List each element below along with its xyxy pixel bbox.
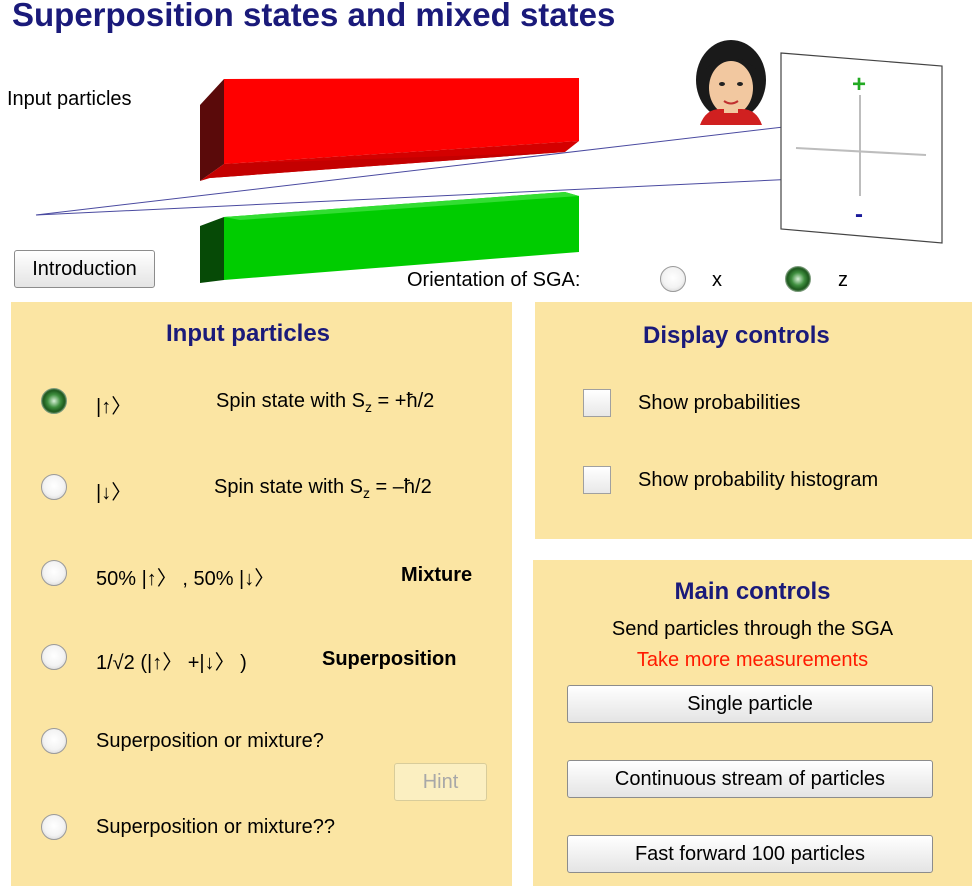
single-particle-button[interactable]: Single particle (567, 685, 933, 723)
mystery-state-2-radio[interactable] (41, 814, 67, 840)
show-probabilities-checkbox[interactable] (583, 389, 611, 417)
orientation-z-radio[interactable] (785, 266, 811, 292)
sga-apparatus-scene: + - (35, 40, 943, 283)
magnet-south (200, 192, 579, 283)
beam-path-upper (35, 117, 861, 216)
display-panel-title: Display controls (643, 322, 830, 349)
show-probabilities-label: Show probabilities (638, 392, 801, 414)
superposition-radio[interactable] (41, 644, 67, 670)
orientation-x-radio[interactable] (660, 266, 686, 292)
detector-screen: + - (780, 52, 943, 244)
mixture-text: 50% |↑〉 , 50% |↓〉 (96, 568, 275, 590)
hint-button[interactable]: Hint (394, 763, 487, 801)
input-panel-title: Input particles (166, 320, 331, 347)
spin-down-description: Spin state with Sz = –ħ/2 (214, 476, 432, 501)
main-controls-panel: Main controls Send particles through the… (533, 560, 972, 886)
plus-label: + (852, 71, 866, 98)
main-panel-title: Main controls (674, 578, 831, 605)
spin-up-description: Spin state with Sz = +ħ/2 (216, 390, 435, 415)
mixture-radio[interactable] (41, 560, 67, 586)
orientation-x-label: x (712, 269, 722, 291)
display-controls-panel: Display controls Show probabilities Show… (535, 302, 972, 539)
measurement-status: Take more measurements (636, 649, 869, 671)
mystery-state-2-text: Superposition or mixture?? (96, 816, 336, 838)
spin-down-ket: |↓〉 (96, 482, 132, 504)
input-particles-panel: Input particles |↑〉 Spin state with Sz =… (11, 302, 512, 886)
show-histogram-checkbox[interactable] (583, 466, 611, 494)
main-panel-subtitle: Send particles through the SGA (611, 618, 894, 640)
mystery-state-1-radio[interactable] (41, 728, 67, 754)
beam-source-label: Input particles (7, 88, 132, 110)
superposition-text: 1/√2 (|↑〉 +|↓〉 ) (96, 652, 247, 674)
spin-up-radio[interactable] (41, 388, 67, 414)
observer-avatar (696, 40, 766, 125)
mystery-state-1-text: Superposition or mixture? (96, 730, 324, 752)
superposition-tag: Superposition (322, 648, 457, 670)
spin-down-radio[interactable] (41, 474, 67, 500)
introduction-button[interactable]: Introduction (14, 250, 155, 288)
continuous-stream-button[interactable]: Continuous stream of particles (567, 760, 933, 798)
fast-forward-button[interactable]: Fast forward 100 particles (567, 835, 933, 873)
show-histogram-label: Show probability histogram (638, 469, 879, 491)
page-title: Superposition states and mixed states (12, 0, 616, 33)
magnet-north (200, 78, 579, 181)
orientation-label: Orientation of SGA: (407, 269, 581, 291)
beam-path-lower (35, 175, 861, 216)
orientation-z-label: z (838, 269, 848, 291)
minus-label: - (855, 201, 863, 228)
mixture-tag: Mixture (401, 564, 473, 586)
spin-up-ket: |↑〉 (96, 396, 132, 418)
